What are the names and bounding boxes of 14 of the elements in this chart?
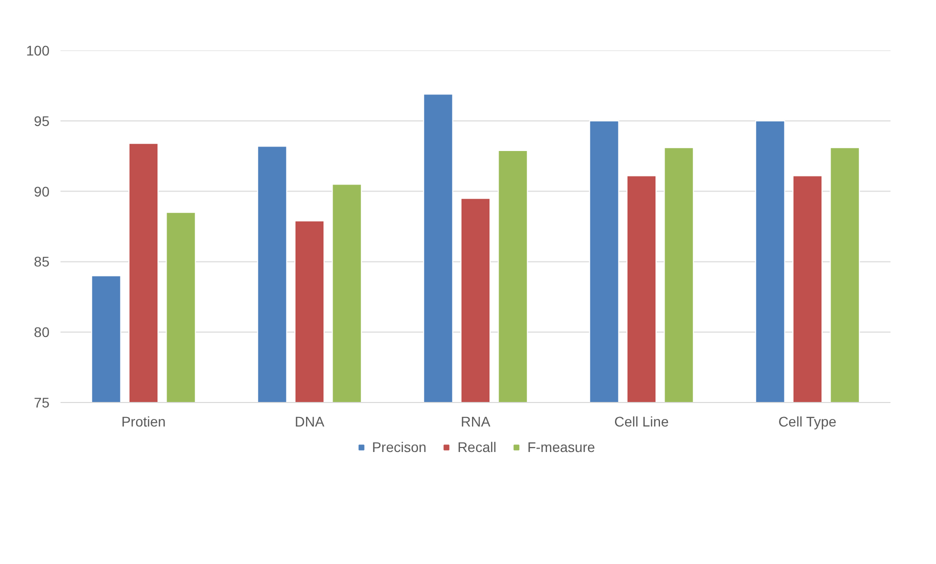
x-tick-label: Cell Line bbox=[614, 414, 669, 430]
legend-label: Precison bbox=[372, 439, 426, 455]
x-tick-label: RNA bbox=[460, 414, 491, 430]
x-tick-label: Cell Type bbox=[778, 414, 837, 430]
y-tick-label: 90 bbox=[34, 183, 50, 200]
x-tick-label: Protien bbox=[121, 414, 166, 430]
y-tick-label: 85 bbox=[34, 254, 50, 270]
y-tick-label: 80 bbox=[34, 324, 50, 340]
y-tick-label: 75 bbox=[34, 394, 50, 410]
x-tick-label: DNA bbox=[294, 414, 325, 430]
y-tick-label: 100 bbox=[26, 42, 50, 58]
legend-label: F-measure bbox=[527, 439, 596, 455]
y-tick-label: 95 bbox=[34, 112, 50, 129]
legend-label: Recall bbox=[457, 439, 496, 455]
